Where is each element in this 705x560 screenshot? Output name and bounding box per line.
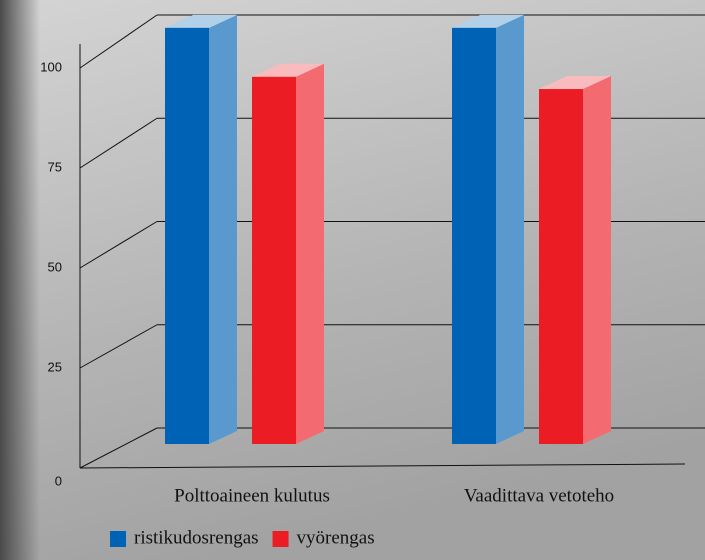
bar-side <box>496 15 524 444</box>
legend-label: vyörengas <box>297 527 375 548</box>
legend-swatch <box>110 531 126 547</box>
bar-side <box>209 15 237 444</box>
bar-side <box>583 76 611 444</box>
legend-swatch <box>273 531 289 547</box>
bar <box>452 28 496 444</box>
texture <box>0 0 40 560</box>
bar <box>539 89 583 444</box>
legend-label: ristikudosrengas <box>134 527 259 548</box>
x-tick-label: Vaadittava vetoteho <box>464 485 614 506</box>
y-tick-label: 100 <box>40 59 62 74</box>
y-tick-label: 25 <box>48 359 62 374</box>
y-tick-label: 50 <box>48 259 62 274</box>
bar <box>165 28 209 444</box>
y-tick-label: 75 <box>48 159 62 174</box>
bar <box>252 77 296 444</box>
chart: 0 25 50 75 100 Polttoaineen kulutus Vaadittava… <box>0 0 705 560</box>
x-tick-label: Polttoaineen kulutus <box>174 485 330 506</box>
y-tick-label: 0 <box>55 473 62 488</box>
bar-side <box>296 64 324 444</box>
